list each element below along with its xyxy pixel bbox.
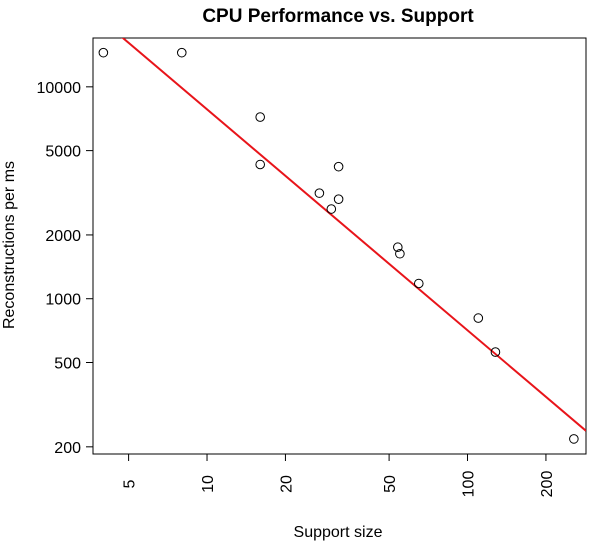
data-point	[255, 112, 265, 122]
y-axis: 200 500 1000 2000 5000 10000	[37, 80, 93, 457]
x-axis: 5 10 20 50 100 200	[122, 454, 556, 497]
x-tick-label: 5	[122, 479, 139, 488]
fit-line	[121, 38, 586, 432]
y-tick-label: 2000	[45, 228, 81, 245]
data-point	[490, 347, 501, 357]
data-point	[176, 47, 187, 58]
data-point	[255, 159, 265, 170]
x-tick-label: 10	[200, 475, 217, 493]
data-point	[393, 242, 403, 253]
data-point	[569, 434, 579, 444]
plot-area	[98, 38, 586, 444]
plot-frame	[92, 37, 587, 455]
x-tick-label: 200	[539, 471, 556, 498]
chart-title: CPU Performance vs. Support	[202, 6, 474, 27]
x-tick-label: 100	[461, 471, 478, 498]
y-tick-label: 500	[54, 356, 81, 373]
data-point	[326, 204, 337, 214]
y-tick-label: 1000	[45, 292, 81, 309]
data-point	[333, 194, 344, 204]
x-tick-label: 50	[382, 475, 399, 493]
x-axis-label: Support size	[294, 524, 383, 541]
data-point	[413, 278, 424, 289]
y-axis-label: Reconstructions per ms	[1, 161, 18, 329]
data-point	[314, 188, 325, 198]
data-point	[473, 313, 484, 323]
data-point	[395, 248, 405, 259]
y-tick-label: 200	[54, 440, 81, 457]
data-point	[98, 47, 109, 58]
y-tick-label: 10000	[37, 80, 82, 97]
y-tick-label: 5000	[45, 144, 81, 161]
x-tick-label: 20	[278, 475, 295, 493]
data-point	[333, 161, 344, 172]
